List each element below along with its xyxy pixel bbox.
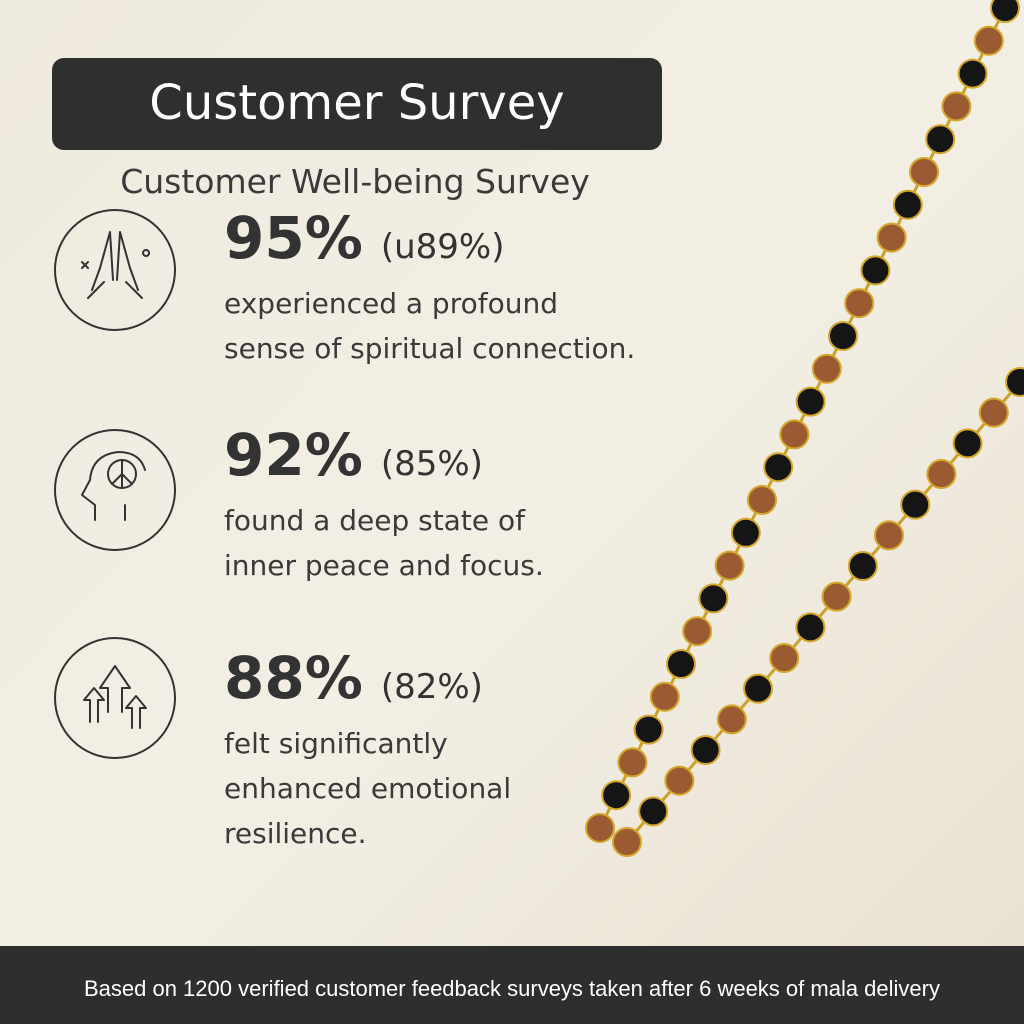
- bead: [860, 255, 891, 286]
- prayer-icon: [54, 209, 176, 331]
- bead: [844, 288, 875, 319]
- bead: [612, 827, 642, 857]
- bead: [821, 581, 852, 612]
- bead: [990, 0, 1020, 23]
- stat-description: inner peace and focus.: [224, 549, 544, 582]
- bead: [666, 649, 696, 679]
- bead: [601, 780, 632, 811]
- chain: [625, 381, 1022, 843]
- bead: [716, 704, 747, 735]
- bead: [649, 681, 680, 712]
- stats: 95% (u89%) experienced a profound sense of …: [224, 204, 635, 850]
- stat-description: resilience.: [224, 817, 367, 850]
- bead: [847, 551, 878, 581]
- bead: [617, 747, 648, 778]
- subtitle: Customer Well-being Survey: [120, 162, 590, 201]
- bead: [769, 643, 800, 673]
- stat-description: felt significantly: [224, 727, 448, 760]
- bead: [698, 583, 729, 614]
- footer-band: [0, 946, 1024, 1024]
- bead: [926, 459, 957, 489]
- bead: [747, 485, 777, 515]
- peace-mind-icon: [54, 429, 176, 551]
- bead: [633, 714, 664, 745]
- bead: [682, 616, 713, 647]
- stat-description: found a deep state of: [224, 504, 526, 537]
- bead: [973, 25, 1004, 56]
- bead: [664, 765, 695, 796]
- bead: [874, 520, 904, 551]
- bead: [892, 189, 923, 220]
- stat-comparison: (85%): [381, 444, 483, 484]
- bead: [730, 517, 761, 548]
- growth-arrows-icon: [54, 637, 176, 759]
- stat-value: 92%: [224, 421, 363, 489]
- title: Customer Survey: [149, 75, 564, 131]
- bead: [957, 58, 988, 89]
- stat-description: experienced a profound: [224, 287, 558, 320]
- bead: [900, 489, 931, 520]
- bead: [978, 397, 1009, 428]
- bead: [714, 550, 745, 581]
- bead: [909, 157, 939, 187]
- bead: [795, 386, 826, 417]
- title-box: [52, 58, 662, 150]
- stat-description: enhanced emotional: [224, 772, 511, 805]
- bead: [925, 124, 956, 155]
- stat-comparison: (82%): [381, 667, 483, 707]
- bead: [828, 321, 858, 351]
- bead: [811, 353, 842, 384]
- stat-value: 88%: [224, 644, 363, 712]
- bead: [779, 419, 810, 450]
- bead: [795, 612, 826, 643]
- bead: [763, 452, 794, 483]
- bead: [876, 222, 907, 253]
- stat-description: sense of spiritual connection.: [224, 332, 635, 365]
- bead: [941, 91, 972, 122]
- bead: [952, 428, 983, 459]
- bead: [585, 813, 615, 843]
- stat-value: 95%: [224, 204, 363, 272]
- mala-beads: [585, 0, 1024, 857]
- bead: [743, 673, 773, 704]
- bead: [1005, 367, 1024, 397]
- stat-comparison: (u89%): [381, 227, 505, 267]
- bead: [690, 735, 721, 765]
- bead: [638, 796, 669, 827]
- footer-note: Based on 1200 verified customer feedback…: [84, 976, 940, 1001]
